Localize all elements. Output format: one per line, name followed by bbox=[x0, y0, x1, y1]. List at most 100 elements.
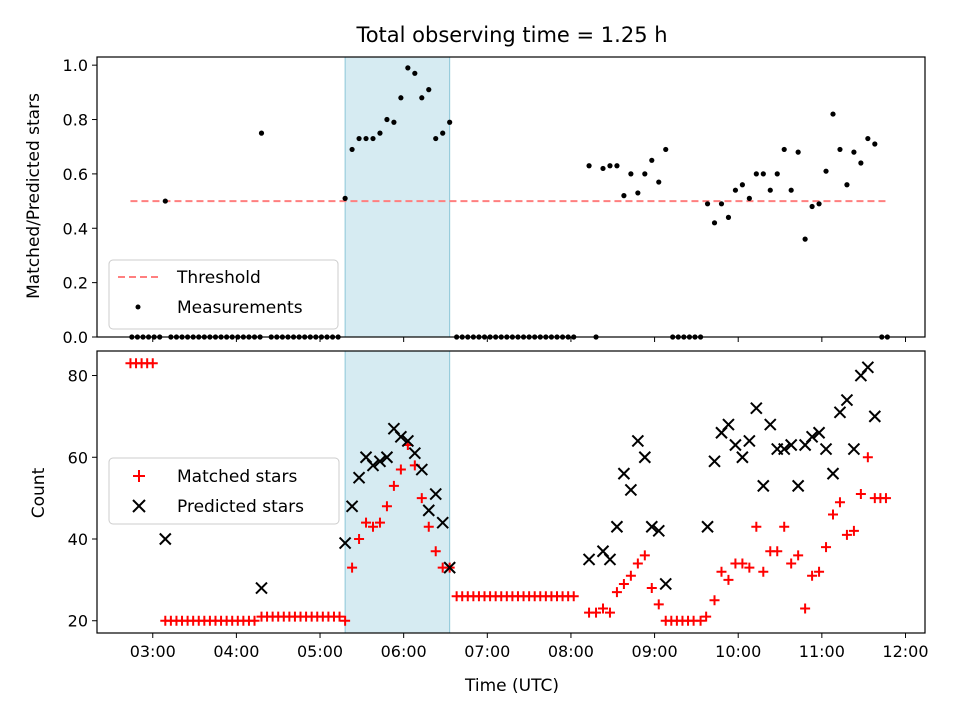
matched-star-point bbox=[779, 521, 790, 532]
count-y-tick-label: 20 bbox=[68, 612, 88, 631]
measurement-point bbox=[635, 190, 641, 196]
matched-star-point bbox=[751, 521, 762, 532]
measurement-point bbox=[426, 87, 432, 93]
ratio-y-tick-label: 0.0 bbox=[63, 328, 88, 347]
matched-star-point bbox=[709, 595, 720, 606]
matched-star-point bbox=[786, 558, 797, 569]
predicted-star-point bbox=[812, 426, 826, 439]
predicted-star-point bbox=[352, 471, 366, 484]
matched-star-point bbox=[695, 615, 706, 626]
count-x-axis-label: Time (UTC) bbox=[464, 676, 559, 696]
predicted-star-point bbox=[638, 451, 652, 464]
measurement-point bbox=[865, 135, 871, 142]
ratio-axis-layer: 0.0 0.2 0.4 0.6 0.8 1.0 bbox=[63, 56, 906, 347]
ratio-data-layer bbox=[129, 65, 890, 340]
matched-star-point bbox=[848, 525, 859, 536]
predicted-star-point bbox=[159, 532, 172, 546]
count-x-tick-label: 04:00 bbox=[213, 642, 259, 661]
measurement-point bbox=[370, 135, 376, 142]
measurement-point bbox=[774, 171, 780, 177]
measurement-point bbox=[162, 198, 168, 204]
predicted-legend-label: Predicted stars bbox=[177, 497, 304, 517]
measurement-point bbox=[704, 201, 711, 207]
predicted-star-point bbox=[422, 504, 435, 517]
predicted-star-point bbox=[847, 442, 861, 456]
matched-star-point bbox=[828, 509, 838, 520]
measurement-point bbox=[725, 214, 732, 220]
measurement-point bbox=[656, 179, 662, 185]
predicted-star-point bbox=[701, 520, 714, 533]
predicted-star-point bbox=[610, 520, 624, 533]
matched-star-point bbox=[772, 546, 783, 557]
matched-star-point bbox=[598, 603, 608, 614]
predicted-star-point bbox=[394, 430, 408, 444]
matched-star-point bbox=[347, 562, 358, 573]
measurement-point bbox=[384, 116, 390, 123]
matched-star-point bbox=[147, 358, 158, 369]
count-x-tick-label: 12:00 bbox=[882, 642, 928, 661]
measurement-point bbox=[649, 157, 655, 163]
predicted-star-point bbox=[617, 467, 631, 480]
count-x-tick-label: 03:00 bbox=[130, 642, 176, 661]
predicted-star-point bbox=[338, 536, 352, 550]
predicted-star-point bbox=[631, 434, 645, 448]
matched-star-point bbox=[793, 550, 804, 561]
ratio-plot-frame bbox=[96, 56, 926, 338]
ratio-y-tick-label: 0.6 bbox=[63, 165, 88, 184]
matched-star-point bbox=[807, 570, 818, 581]
predicted-star-point bbox=[805, 430, 819, 444]
measurement-point bbox=[440, 130, 446, 136]
matched-star-point bbox=[611, 587, 622, 598]
matched-star-point bbox=[374, 517, 385, 528]
predicted-star-point bbox=[791, 479, 805, 493]
predicted-star-point bbox=[708, 455, 721, 468]
measurement-point bbox=[781, 146, 787, 153]
matched-star-point bbox=[361, 517, 372, 528]
measurement-point bbox=[816, 201, 822, 207]
measurement-point bbox=[795, 149, 801, 155]
matched-star-point bbox=[430, 546, 441, 557]
matched-star-point bbox=[862, 452, 873, 463]
measurement-point bbox=[753, 171, 759, 177]
predicted-star-point bbox=[603, 553, 617, 566]
matched-star-point bbox=[855, 489, 866, 500]
matched-star-point bbox=[744, 562, 755, 573]
ratio-legend-box bbox=[108, 259, 339, 330]
matched-star-point bbox=[625, 570, 636, 581]
matched-star-point bbox=[880, 493, 891, 504]
predicted-star-point bbox=[255, 581, 268, 595]
matched-star-point bbox=[568, 591, 579, 602]
measurement-point bbox=[663, 146, 669, 153]
matched-star-point bbox=[618, 578, 629, 589]
matched-star-point bbox=[395, 464, 406, 475]
predicted-legend-swatch bbox=[132, 499, 146, 513]
measurement-point bbox=[788, 187, 794, 193]
predicted-star-point bbox=[645, 520, 658, 533]
ratio-y-axis-label: Matched/Predicted stars bbox=[24, 93, 44, 299]
count-panel: 20 40 60 80 03:00 04:00 05:00 06:00 07:00 08:00 09… bbox=[29, 350, 929, 696]
predicted-star-point bbox=[443, 561, 456, 574]
predicted-star-point bbox=[736, 451, 749, 464]
predicted-star-point bbox=[722, 418, 735, 431]
ratio-y-tick-label: 0.2 bbox=[63, 274, 88, 293]
measurement-point bbox=[837, 146, 843, 153]
count-x-tick-label: 05:00 bbox=[297, 642, 343, 661]
measurement-point bbox=[809, 203, 815, 210]
measurement-point bbox=[760, 171, 766, 177]
matched-star-point bbox=[646, 583, 657, 594]
predicted-star-point bbox=[833, 406, 847, 419]
matched-star-point bbox=[716, 566, 727, 577]
predicted-star-point bbox=[750, 402, 763, 415]
count-y-axis-label: Count bbox=[29, 467, 49, 518]
predicted-star-point bbox=[345, 500, 359, 513]
measurement-point bbox=[433, 135, 439, 142]
measurement-point bbox=[342, 195, 348, 201]
count-x-tick-label: 06:00 bbox=[381, 642, 427, 661]
count-x-tick-label: 10:00 bbox=[715, 642, 761, 661]
matched-star-point bbox=[334, 611, 345, 622]
ratio-y-tick-label: 0.4 bbox=[63, 219, 88, 238]
predicted-star-point bbox=[784, 438, 798, 452]
matched-star-point bbox=[821, 542, 832, 553]
measurement-point bbox=[732, 187, 739, 193]
